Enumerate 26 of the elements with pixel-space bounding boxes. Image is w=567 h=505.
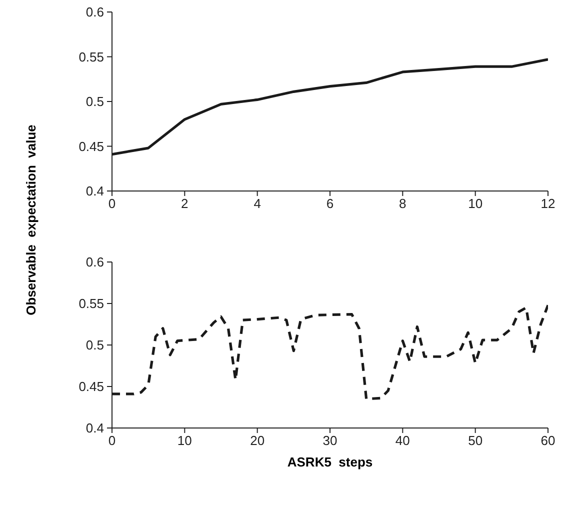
x-tick-label: 6	[326, 196, 334, 212]
x-tick-label: 40	[395, 433, 410, 448]
x-tick-label: 10	[468, 196, 483, 212]
x-tick-label: 2	[181, 196, 188, 212]
y-tick-label: 0.6	[86, 4, 104, 20]
y-tick-label: 0.4	[86, 184, 104, 199]
x-tick-label: 30	[322, 433, 338, 448]
x-tick-label: 8	[399, 196, 406, 212]
x-tick-label: 0	[108, 433, 116, 448]
x-tick-label: 4	[254, 196, 261, 212]
x-tick-label: 10	[177, 433, 192, 448]
y-tick-label: 0.4	[86, 420, 104, 436]
x-tick-label: 60	[540, 433, 556, 448]
y-tick-label: 0.45	[78, 379, 104, 394]
y-axis-title: Observable expectation value	[24, 124, 38, 316]
y-tick-label: 0.5	[86, 338, 104, 353]
y-tick-label: 0.6	[86, 254, 104, 270]
x-tick-label: 12	[540, 196, 556, 212]
x-tick-label: 20	[250, 433, 265, 448]
y-tick-label: 0.5	[86, 94, 104, 110]
x-axis-title: ASRK5 steps	[287, 454, 373, 470]
y-tick-label: 0.55	[78, 296, 104, 312]
y-tick-label: 0.45	[78, 138, 104, 154]
x-tick-label: 50	[468, 433, 483, 448]
y-tick-label: 0.55	[78, 49, 104, 64]
x-tick-label: 0	[108, 196, 116, 212]
